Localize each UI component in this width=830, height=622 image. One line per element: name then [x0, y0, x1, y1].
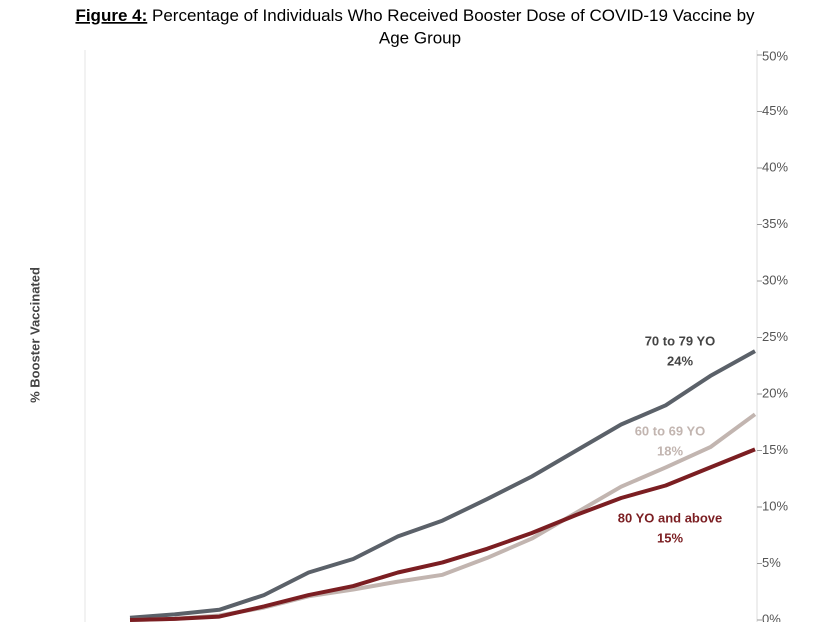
figure-label: Figure 4:: [75, 6, 147, 25]
y-tick-label: 40%: [762, 159, 788, 174]
y-tick-label: 15%: [762, 442, 788, 457]
y-tick-label: 45%: [762, 103, 788, 118]
series-line: [129, 447, 756, 622]
y-tick-label: 10%: [762, 498, 788, 513]
y-axis-label: % Booster Vaccinated: [27, 267, 42, 403]
series-annotation: 60 to 69 YO: [635, 423, 706, 438]
series-annotation: 80 YO and above: [618, 510, 723, 525]
value-label: 15%: [657, 530, 683, 545]
series-line: [129, 349, 756, 620]
series-annotation: 70 to 79 YO: [645, 333, 716, 348]
chart-title: Percentage of Individuals Who Received B…: [152, 6, 755, 25]
y-tick-label: 5%: [762, 555, 781, 570]
value-label: 18%: [657, 443, 683, 458]
y-tick-label: 25%: [762, 329, 788, 344]
y-tick-label: 0%: [762, 611, 781, 622]
y-tick-label: 20%: [762, 385, 788, 400]
value-label: 24%: [667, 353, 693, 368]
chart-title-line2: Age Group: [379, 28, 461, 47]
y-tick-label: 50%: [762, 48, 788, 63]
y-tick-label: 30%: [762, 272, 788, 287]
chart-title-line: Figure 4: Percentage of Individuals Who …: [75, 6, 755, 25]
y-tick-label: 35%: [762, 216, 788, 231]
